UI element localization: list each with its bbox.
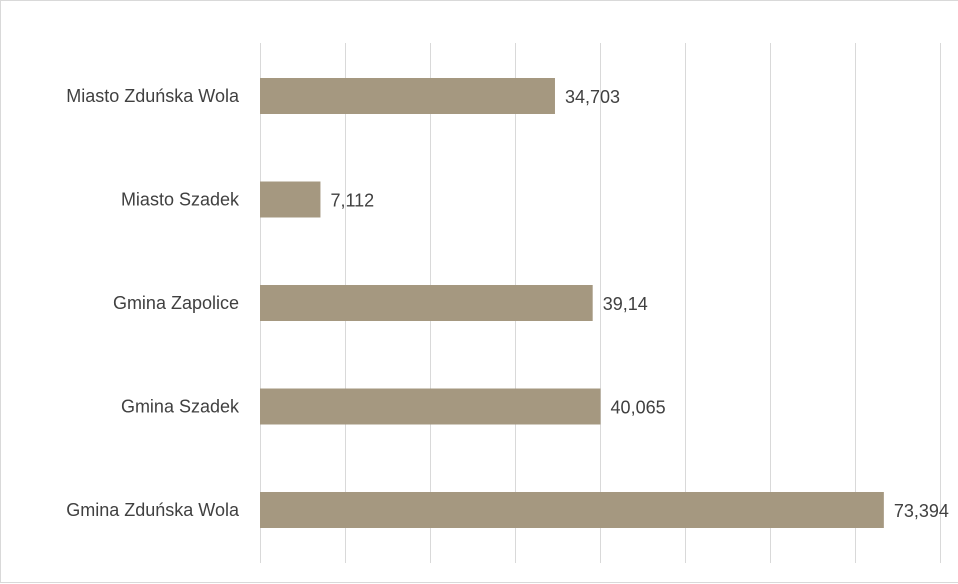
gridlines [260, 43, 941, 563]
data-labels: 34,703 7,112 39,14 40,065 73,394 [330, 87, 948, 521]
bar [260, 181, 321, 218]
category-label: Miasto Szadek [121, 190, 240, 210]
category-label: Miasto Zduńska Wola [66, 86, 240, 106]
bar [260, 285, 593, 321]
category-label: Gmina Szadek [121, 397, 240, 417]
bar [260, 492, 884, 528]
bar [260, 388, 601, 425]
category-labels: Miasto Zduńska Wola Miasto Szadek Gmina Za… [66, 86, 240, 520]
data-label: 73,394 [894, 501, 949, 521]
category-label: Gmina Zapolice [113, 293, 239, 313]
bars [260, 78, 884, 528]
data-label: 40,065 [611, 398, 666, 418]
category-label: Gmina Zduńska Wola [66, 500, 240, 520]
data-label: 34,703 [565, 87, 620, 107]
data-label: 39,14 [603, 294, 648, 314]
data-label: 7,112 [330, 191, 374, 211]
bar [260, 78, 555, 114]
